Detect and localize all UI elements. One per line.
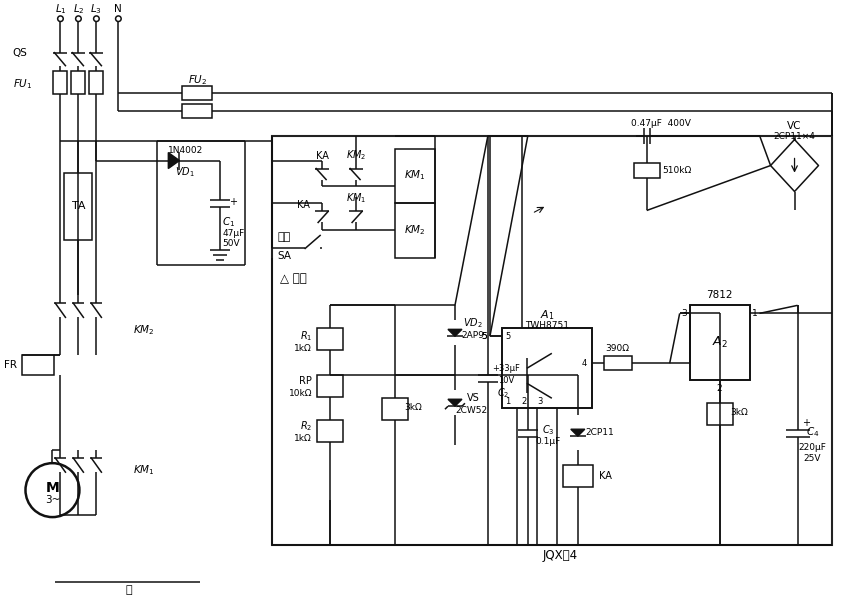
- Text: TWH8751: TWH8751: [525, 321, 569, 330]
- Text: 自动: 自动: [278, 233, 290, 242]
- Bar: [395, 203, 435, 258]
- Text: $L_2$: $L_2$: [72, 2, 84, 16]
- Text: $R_1$: $R_1$: [299, 329, 312, 343]
- Bar: [604, 356, 632, 370]
- Text: 3kΩ: 3kΩ: [731, 408, 748, 417]
- Bar: [317, 328, 343, 350]
- Text: 图: 图: [125, 585, 132, 595]
- Text: 4: 4: [581, 359, 586, 368]
- Text: 1kΩ: 1kΩ: [294, 434, 312, 443]
- Text: 1: 1: [752, 309, 758, 318]
- Bar: [502, 328, 592, 408]
- Text: M: M: [45, 481, 60, 495]
- Bar: [706, 403, 733, 425]
- Bar: [690, 306, 749, 380]
- Text: 2CP11×4: 2CP11×4: [774, 132, 816, 141]
- Text: 25V: 25V: [804, 454, 822, 463]
- Bar: [71, 71, 86, 94]
- Text: △ 接法: △ 接法: [280, 272, 307, 285]
- Text: $VD_1$: $VD_1$: [176, 166, 195, 179]
- Text: 2CW52: 2CW52: [455, 405, 487, 415]
- Bar: [395, 148, 435, 203]
- Polygon shape: [168, 152, 179, 169]
- Text: $KM_1$: $KM_1$: [134, 463, 155, 477]
- Text: 220μF: 220μF: [799, 443, 827, 451]
- Polygon shape: [448, 329, 462, 336]
- Text: SA: SA: [278, 251, 291, 261]
- Bar: [182, 103, 212, 118]
- Text: 2: 2: [521, 396, 526, 406]
- Text: 10kΩ: 10kΩ: [288, 389, 312, 398]
- Text: 1N4002: 1N4002: [167, 146, 203, 155]
- Bar: [382, 398, 408, 420]
- Text: 3: 3: [681, 309, 686, 318]
- Text: $C_4$: $C_4$: [806, 425, 819, 439]
- Text: 10V: 10V: [498, 376, 514, 385]
- Bar: [634, 163, 659, 178]
- Text: $C_3$: $C_3$: [542, 423, 554, 437]
- Text: KA: KA: [315, 151, 329, 160]
- Bar: [272, 136, 833, 545]
- Text: 47μF: 47μF: [222, 229, 245, 238]
- Text: 5: 5: [481, 332, 487, 341]
- Text: $VD_2$: $VD_2$: [463, 316, 483, 330]
- Text: $KM_1$: $KM_1$: [405, 169, 426, 182]
- Text: +33μF: +33μF: [492, 364, 520, 373]
- Text: $C_2$: $C_2$: [497, 386, 509, 400]
- Text: 510kΩ: 510kΩ: [662, 166, 691, 175]
- Text: $A_1$: $A_1$: [540, 309, 554, 322]
- Text: $FU_2$: $FU_2$: [188, 73, 207, 87]
- Bar: [54, 71, 67, 94]
- Bar: [563, 465, 593, 487]
- Text: $KM_2$: $KM_2$: [134, 324, 155, 337]
- Text: KA: KA: [600, 471, 612, 481]
- Text: 5: 5: [481, 332, 487, 341]
- Bar: [65, 173, 93, 240]
- Text: QS: QS: [13, 48, 28, 57]
- Text: 50V: 50V: [222, 239, 240, 248]
- Bar: [317, 420, 343, 442]
- Text: $C_1$: $C_1$: [222, 215, 235, 230]
- Text: 3kΩ: 3kΩ: [405, 402, 422, 412]
- Text: 3: 3: [537, 396, 542, 406]
- Text: 5: 5: [505, 332, 510, 341]
- Text: $R_2$: $R_2$: [299, 419, 312, 433]
- Text: $FU_1$: $FU_1$: [13, 77, 32, 91]
- Text: 2CP11: 2CP11: [585, 428, 614, 437]
- Text: 1: 1: [505, 396, 510, 406]
- Bar: [182, 86, 212, 100]
- Text: +: +: [802, 418, 811, 428]
- Text: TA: TA: [71, 202, 85, 212]
- Text: 2AP9: 2AP9: [462, 331, 484, 340]
- Text: 0.47μF  400V: 0.47μF 400V: [631, 119, 690, 128]
- Text: $L_1$: $L_1$: [55, 2, 66, 16]
- Text: $KM_1$: $KM_1$: [346, 191, 367, 205]
- Text: 1kΩ: 1kΩ: [294, 344, 312, 353]
- Text: KA: KA: [297, 200, 310, 210]
- Polygon shape: [448, 399, 462, 406]
- Text: 2: 2: [717, 384, 722, 393]
- Text: $KM_2$: $KM_2$: [405, 224, 426, 237]
- Text: 3~: 3~: [45, 495, 61, 505]
- Bar: [23, 355, 55, 376]
- Text: +: +: [230, 197, 237, 208]
- Text: 7812: 7812: [706, 291, 733, 300]
- Text: $A_2$: $A_2$: [711, 335, 727, 350]
- Text: FR: FR: [4, 360, 18, 370]
- Text: $KM_2$: $KM_2$: [346, 149, 367, 163]
- Text: RP: RP: [299, 376, 312, 386]
- Text: N: N: [114, 4, 122, 14]
- Text: $L_3$: $L_3$: [91, 2, 103, 16]
- Text: 390Ω: 390Ω: [606, 344, 630, 353]
- Text: VS: VS: [467, 393, 479, 403]
- Text: JQX－4: JQX－4: [542, 548, 578, 562]
- Polygon shape: [571, 429, 584, 436]
- Bar: [317, 376, 343, 397]
- Text: 0.1μF: 0.1μF: [535, 437, 560, 446]
- Bar: [89, 71, 103, 94]
- Text: VC: VC: [787, 121, 801, 130]
